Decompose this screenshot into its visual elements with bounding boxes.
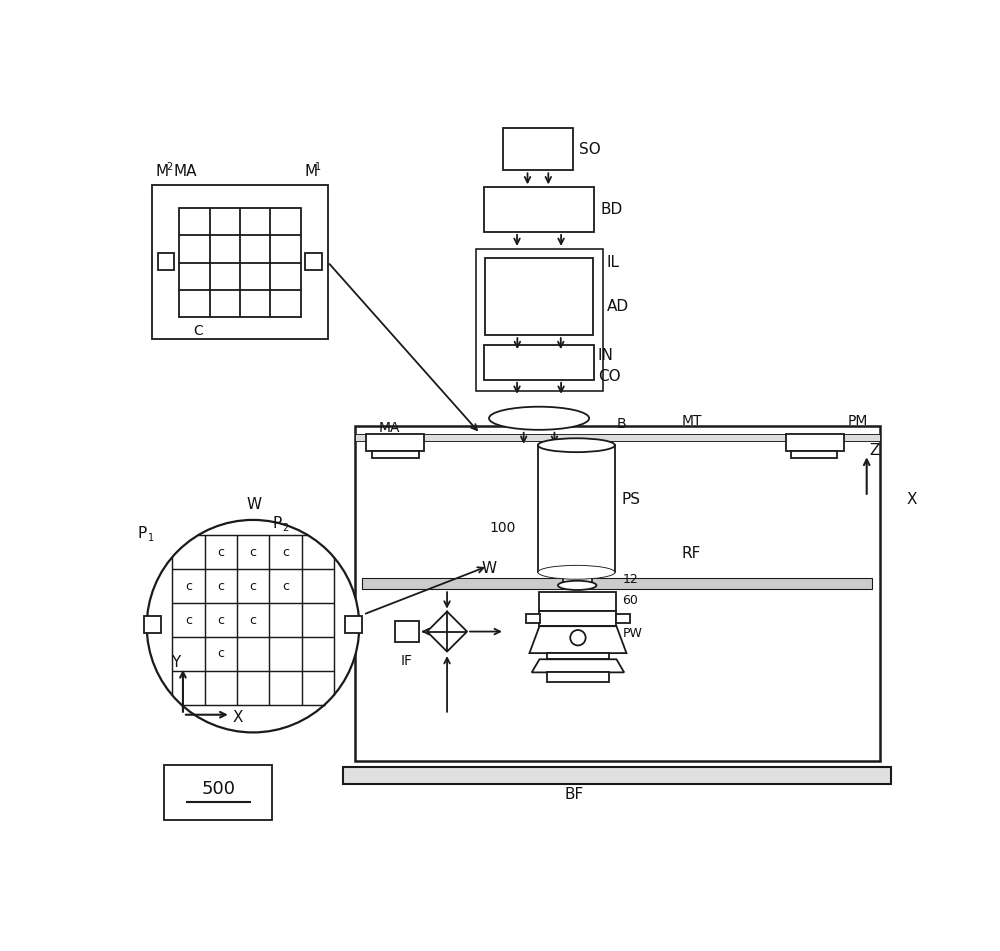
Bar [568, 570, 586, 577]
Circle shape [570, 630, 586, 646]
Polygon shape [532, 659, 624, 672]
Text: c: c [282, 579, 289, 592]
Text: PS: PS [621, 492, 640, 507]
Text: c: c [185, 579, 192, 592]
Bar [526, 613, 540, 623]
Text: P: P [272, 516, 282, 532]
Text: 1: 1 [315, 163, 321, 172]
Text: c: c [217, 579, 224, 592]
Text: C: C [193, 324, 203, 339]
Text: MA: MA [174, 164, 197, 179]
Text: IL: IL [606, 255, 619, 270]
Bar [164, 765, 272, 820]
Text: c: c [185, 613, 192, 627]
Text: c: c [250, 579, 257, 592]
Bar [538, 445, 615, 573]
Text: c: c [217, 546, 224, 559]
Bar [786, 434, 844, 451]
Bar [355, 434, 880, 441]
Bar [152, 184, 328, 339]
Bar [484, 345, 594, 379]
Text: c: c [217, 648, 224, 660]
Text: c: c [250, 613, 257, 627]
Bar [563, 576, 592, 584]
Text: X: X [233, 710, 243, 726]
Bar [539, 592, 616, 611]
Text: 100: 100 [489, 520, 516, 534]
Text: X: X [907, 492, 917, 507]
Bar [791, 451, 837, 457]
Text: 500: 500 [201, 780, 235, 798]
Bar [144, 616, 161, 633]
Bar [616, 613, 630, 623]
Text: MT: MT [682, 414, 702, 428]
Text: c: c [282, 546, 289, 559]
Text: c: c [217, 613, 224, 627]
Bar [366, 434, 424, 451]
Bar [503, 128, 573, 170]
Text: PW: PW [623, 628, 642, 640]
Ellipse shape [558, 581, 596, 590]
Text: c: c [250, 546, 257, 559]
Bar [484, 187, 594, 232]
Ellipse shape [538, 438, 615, 452]
Text: BF: BF [564, 786, 584, 802]
Text: 2: 2 [166, 163, 172, 172]
Bar [485, 258, 593, 335]
Text: W: W [247, 497, 262, 512]
Bar [355, 426, 880, 761]
Text: 2: 2 [282, 523, 289, 534]
Text: CO: CO [598, 369, 621, 384]
Bar [343, 767, 891, 784]
Text: P: P [138, 526, 147, 541]
Text: BD: BD [600, 203, 623, 217]
Text: IN: IN [598, 348, 614, 363]
Bar [547, 653, 609, 659]
Bar [395, 621, 419, 642]
Ellipse shape [489, 407, 589, 430]
Text: IF: IF [401, 654, 413, 668]
Bar [539, 611, 616, 626]
Circle shape [147, 520, 359, 732]
Bar [158, 253, 174, 270]
Text: M: M [156, 164, 169, 179]
Text: B: B [616, 417, 626, 432]
Text: 1: 1 [148, 534, 154, 543]
Text: RF: RF [682, 546, 701, 560]
Text: 12: 12 [623, 573, 638, 587]
Ellipse shape [538, 565, 615, 579]
Text: Y: Y [171, 655, 180, 670]
Text: M: M [305, 164, 318, 179]
Text: W: W [482, 561, 497, 576]
Bar [179, 208, 301, 318]
Bar [362, 578, 872, 590]
Bar [345, 616, 362, 633]
Text: 60: 60 [623, 594, 638, 608]
Text: Z: Z [870, 443, 880, 458]
Text: SO: SO [579, 142, 600, 157]
Text: MA: MA [379, 421, 400, 436]
Bar [305, 253, 322, 270]
Bar [476, 249, 603, 391]
Text: AD: AD [606, 300, 629, 314]
Bar [547, 672, 609, 682]
Polygon shape [529, 626, 626, 653]
Bar [372, 451, 419, 457]
Text: PM: PM [847, 414, 868, 428]
